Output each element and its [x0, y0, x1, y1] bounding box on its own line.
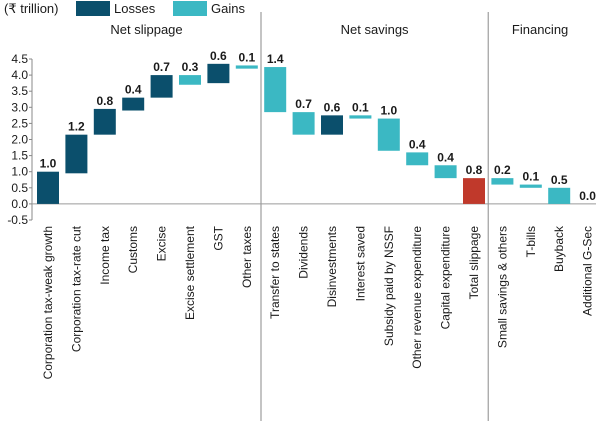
bar-value-label: 0.4 [409, 137, 426, 151]
y-tick-label: -0.5 [7, 213, 28, 227]
category-label: Excise settlement [183, 225, 197, 320]
bar-value-label: 0.2 [494, 163, 511, 177]
legend-losses-label: Losses [114, 1, 156, 16]
category-label: Excise [155, 226, 169, 262]
category-label: Total slippage [467, 226, 481, 300]
bar [179, 75, 201, 85]
bar [491, 178, 514, 185]
bars [37, 63, 571, 204]
bar-value-label: 0.4 [437, 150, 454, 164]
category-label: Customs [126, 226, 140, 273]
bar [93, 108, 116, 135]
bar-value-label: 0.0 [579, 189, 596, 203]
value-labels: 1.0 1.2 0.8 0.4 0.7 0.3 0.6 0.1 1.4 0.7 0.6 0.1 1.0 0… [40, 49, 596, 203]
bar [207, 63, 230, 84]
bar [349, 115, 372, 119]
bar-value-label: 0.8 [466, 163, 483, 177]
bar-value-label: 0.8 [96, 94, 113, 108]
category-label: Subsidy paid by NSSF [382, 226, 396, 346]
y-tick-label: 1.5 [11, 149, 28, 163]
legend-gains-label: Gains [211, 1, 245, 16]
bar-value-label: 0.5 [551, 173, 568, 187]
bar [519, 184, 542, 188]
bar-value-label: 0.3 [182, 60, 199, 74]
bar-value-label: 0.4 [125, 83, 142, 97]
bar [37, 171, 59, 204]
bar [406, 152, 429, 166]
category-label: Other revenue expenditure [410, 226, 424, 369]
y-tick-label: 3.5 [11, 84, 28, 98]
category-label: Transfer to states [268, 226, 282, 319]
bar-value-label: 1.0 [380, 104, 397, 118]
bar [150, 75, 173, 98]
legend-losses-swatch [76, 1, 110, 16]
section-title: Net savings [341, 22, 409, 37]
category-label: Corporation tax-weak growth [41, 226, 55, 379]
category-label: Small savings & others [495, 226, 509, 348]
category-label: Capital expenditure [439, 226, 453, 330]
category-label: Interest saved [353, 226, 367, 301]
category-label: Disinvestments [325, 226, 339, 307]
legend: (₹ trillion) Losses Gains [4, 1, 245, 16]
bar [122, 97, 145, 111]
bar [264, 67, 287, 113]
y-tick-label: 4.5 [11, 52, 28, 66]
bar-value-label: 0.1 [238, 50, 255, 64]
bar [548, 187, 571, 204]
bar-value-label: 0.7 [153, 60, 170, 74]
bar [65, 134, 88, 174]
y-tick-label: 0.0 [11, 197, 28, 211]
bar-value-label: 0.6 [324, 100, 341, 114]
category-label: Corporation tax-rate cut [69, 225, 83, 352]
section-title: Net slippage [110, 22, 182, 37]
bar [235, 65, 258, 69]
category-label: Buyback [552, 225, 566, 272]
bar [434, 165, 457, 179]
bar [377, 118, 400, 151]
category-label: Other taxes [240, 226, 254, 288]
category-label: Dividends [297, 226, 311, 279]
bar [321, 115, 343, 135]
y-tick-label: 2.0 [11, 133, 28, 147]
y-tick-label: 3.0 [11, 100, 28, 114]
category-label: GST [211, 225, 225, 250]
section-headers: Net slippage Net savings Financing [110, 12, 568, 421]
bar-value-label: 0.7 [295, 97, 312, 111]
bar-value-label: 0.1 [522, 170, 539, 184]
y-tick-label: 1.0 [11, 165, 28, 179]
bar-value-label: 1.0 [40, 157, 57, 171]
bar-value-label: 1.4 [267, 52, 284, 66]
bar-value-label: 0.6 [210, 49, 227, 63]
y-tick-label: 2.5 [11, 116, 28, 130]
category-label: T-bills [524, 226, 538, 257]
legend-gains-swatch [173, 1, 207, 16]
bar [292, 112, 315, 135]
y-tick-label: 4.0 [11, 68, 28, 82]
y-tick-label: 0.5 [11, 181, 28, 195]
bar-value-label: 1.2 [68, 120, 85, 134]
bar-value-label: 0.1 [352, 100, 369, 114]
section-title: Financing [512, 22, 568, 37]
unit-label: (₹ trillion) [4, 1, 59, 16]
category-labels: Corporation tax-weak growth Corporation t… [41, 225, 595, 379]
bar [463, 178, 485, 204]
category-label: Income tax [98, 226, 112, 285]
y-axis: -0.5 0.0 0.5 1.0 1.5 2.0 2.5 3.0 3.5 4.0 4.5 [7, 52, 596, 227]
category-label: Additional G-Sec [581, 226, 595, 316]
